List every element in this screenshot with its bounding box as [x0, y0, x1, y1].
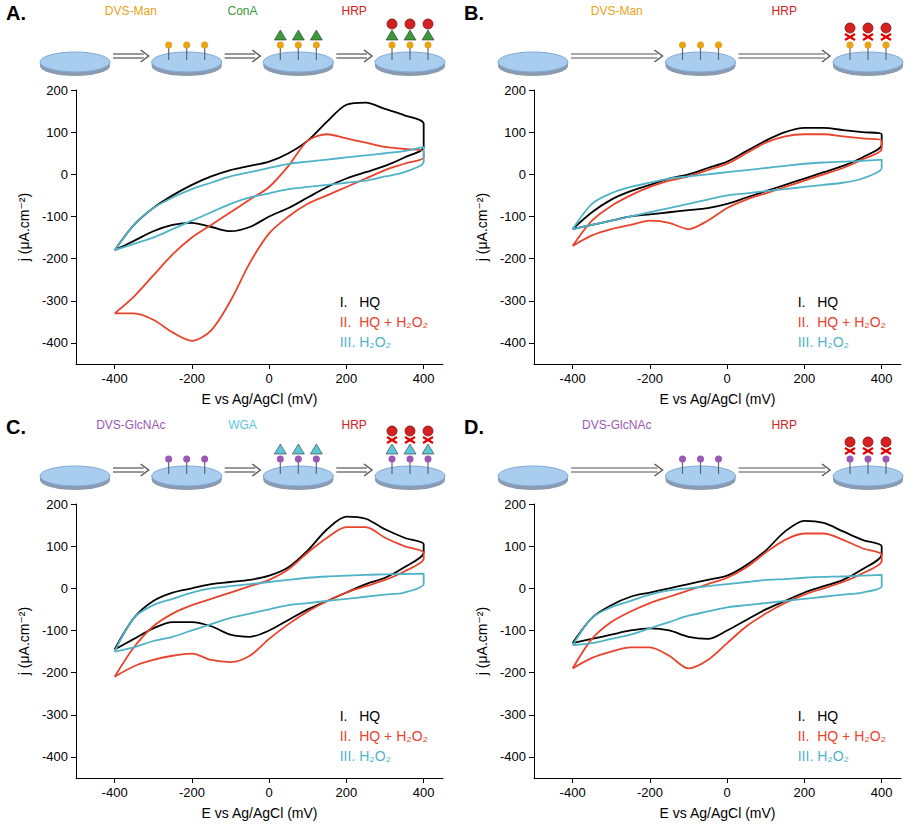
svg-text:-300: -300: [500, 293, 526, 308]
svg-text:-200: -200: [500, 665, 526, 680]
svg-text:400: 400: [871, 371, 893, 386]
svg-text:I. HQ: I. HQ: [340, 708, 381, 724]
svg-text:0: 0: [519, 581, 526, 596]
svg-text:-100: -100: [42, 209, 68, 224]
svg-text:HRP: HRP: [772, 4, 797, 18]
svg-text:200: 200: [794, 371, 816, 386]
svg-text:j (μA.cm⁻²): j (μA.cm⁻²): [16, 607, 32, 676]
svg-text:-200: -200: [179, 371, 205, 386]
svg-text:200: 200: [504, 83, 526, 98]
svg-text:-100: -100: [42, 623, 68, 638]
svg-text:HRP: HRP: [341, 4, 366, 18]
html-text:A.: A.: [6, 2, 26, 24]
svg-text:j (μA.cm⁻²): j (μA.cm⁻²): [16, 193, 32, 262]
svg-text:-300: -300: [42, 707, 68, 722]
svg-text:III. H₂O₂: III. H₂O₂: [798, 334, 849, 350]
svg-text:-300: -300: [42, 293, 68, 308]
svg-text:ConA: ConA: [227, 4, 257, 18]
svg-text:II. HQ + H₂O₂: II. HQ + H₂O₂: [340, 314, 428, 330]
svg-text:-200: -200: [179, 785, 205, 800]
svg-text:400: 400: [871, 785, 893, 800]
svg-text:400: 400: [413, 371, 435, 386]
svg-text:HRP: HRP: [341, 418, 366, 432]
svg-text:III. H₂O₂: III. H₂O₂: [340, 334, 391, 350]
svg-text:-400: -400: [102, 371, 128, 386]
svg-text:-100: -100: [500, 623, 526, 638]
svg-text:200: 200: [336, 785, 358, 800]
svg-text:200: 200: [336, 371, 358, 386]
svg-text:200: 200: [46, 83, 68, 98]
svg-text:-400: -400: [42, 749, 68, 764]
svg-text:DVS-Man: DVS-Man: [105, 4, 157, 18]
svg-text:HRP: HRP: [772, 418, 797, 432]
svg-text:0: 0: [724, 371, 731, 386]
svg-text:0: 0: [266, 785, 273, 800]
svg-text:0: 0: [519, 167, 526, 182]
svg-text:I. HQ: I. HQ: [798, 708, 839, 724]
svg-text:0: 0: [724, 785, 731, 800]
svg-text:-400: -400: [102, 785, 128, 800]
svg-text:-400: -400: [560, 371, 586, 386]
svg-text:200: 200: [794, 785, 816, 800]
svg-text:E vs Ag/AgCl (mV): E vs Ag/AgCl (mV): [660, 805, 776, 821]
svg-text:II. HQ + H₂O₂: II. HQ + H₂O₂: [798, 728, 886, 744]
svg-text:E vs Ag/AgCl (mV): E vs Ag/AgCl (mV): [202, 391, 318, 407]
svg-text:100: 100: [46, 539, 68, 554]
svg-text:DVS-Man: DVS-Man: [591, 4, 643, 18]
svg-text:400: 400: [413, 785, 435, 800]
svg-text:200: 200: [46, 497, 68, 512]
svg-text:-400: -400: [500, 749, 526, 764]
svg-text:E vs Ag/AgCl (mV): E vs Ag/AgCl (mV): [660, 391, 776, 407]
svg-text:-200: -200: [42, 665, 68, 680]
svg-text:0: 0: [61, 581, 68, 596]
svg-text:-400: -400: [500, 335, 526, 350]
svg-text:-100: -100: [500, 209, 526, 224]
svg-text:-400: -400: [42, 335, 68, 350]
svg-text:II. HQ + H₂O₂: II. HQ + H₂O₂: [340, 728, 428, 744]
svg-text:DVS-GlcNAc: DVS-GlcNAc: [582, 418, 651, 432]
html-text:C.: C.: [6, 416, 26, 438]
svg-text:100: 100: [504, 539, 526, 554]
svg-text:100: 100: [46, 125, 68, 140]
html-text:B.: B.: [464, 2, 484, 24]
svg-text:WGA: WGA: [228, 418, 257, 432]
svg-text:I. HQ: I. HQ: [798, 294, 839, 310]
svg-text:0: 0: [266, 371, 273, 386]
svg-text:0: 0: [61, 167, 68, 182]
svg-text:j (μA.cm⁻²): j (μA.cm⁻²): [474, 607, 490, 676]
svg-text:-200: -200: [42, 251, 68, 266]
svg-text:-300: -300: [500, 707, 526, 722]
svg-text:100: 100: [504, 125, 526, 140]
svg-text:I. HQ: I. HQ: [340, 294, 381, 310]
svg-text:III. H₂O₂: III. H₂O₂: [798, 748, 849, 764]
svg-text:II. HQ + H₂O₂: II. HQ + H₂O₂: [798, 314, 886, 330]
svg-text:200: 200: [504, 497, 526, 512]
svg-text:-400: -400: [560, 785, 586, 800]
html-text:D.: D.: [464, 416, 484, 438]
svg-text:-200: -200: [637, 371, 663, 386]
svg-text:-200: -200: [637, 785, 663, 800]
svg-text:III. H₂O₂: III. H₂O₂: [340, 748, 391, 764]
svg-text:DVS-GlcNAc: DVS-GlcNAc: [96, 418, 165, 432]
svg-text:-200: -200: [500, 251, 526, 266]
svg-text:E vs Ag/AgCl (mV): E vs Ag/AgCl (mV): [202, 805, 318, 821]
svg-text:j (μA.cm⁻²): j (μA.cm⁻²): [474, 193, 490, 262]
